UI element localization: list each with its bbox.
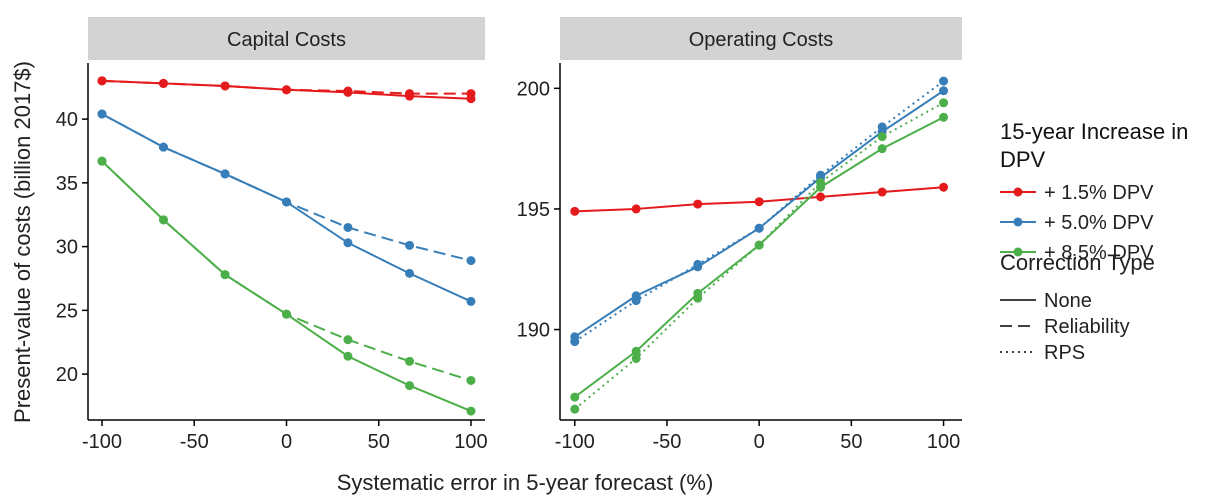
legend-label: + 8.5% DPV [1044, 242, 1154, 264]
x-tick-label: 50 [840, 431, 862, 453]
x-axis-title: Systematic error in 5-year forecast (%) [337, 470, 714, 495]
x-tick-label: 100 [454, 431, 487, 453]
point [466, 296, 476, 306]
panel-title: Operating Costs [689, 29, 834, 51]
y-tick-label: 30 [56, 237, 78, 259]
legend-title: 15-year Increase in DPV [1000, 119, 1189, 172]
point [466, 256, 476, 266]
legend-label: Reliability [1044, 316, 1130, 338]
legend-title: Correction Type [1000, 250, 1155, 275]
x-tick-label: 100 [927, 431, 960, 453]
strip [88, 17, 485, 60]
point [405, 381, 415, 391]
point [282, 309, 291, 319]
point [158, 215, 168, 225]
point [877, 144, 887, 154]
point [631, 346, 641, 356]
point [220, 270, 230, 280]
y-tick-label: 200 [517, 78, 550, 100]
point [877, 122, 887, 132]
point [693, 293, 703, 303]
legend-label: + 5.0% DPV [1044, 212, 1154, 234]
point [570, 206, 580, 216]
series-line [101, 113, 472, 303]
point [939, 76, 949, 86]
point [220, 169, 230, 179]
point [939, 98, 949, 108]
series-line [574, 116, 945, 398]
x-tick-label: -50 [180, 431, 209, 453]
point [466, 406, 476, 416]
point [939, 86, 949, 96]
point [405, 356, 415, 366]
x-tick-label: 0 [281, 431, 292, 453]
legend-swatch [1013, 187, 1023, 197]
x-tick-label: -100 [555, 431, 595, 453]
point [466, 375, 476, 385]
point [466, 89, 476, 99]
point [405, 240, 415, 250]
point [570, 404, 580, 414]
point [97, 156, 107, 166]
legend-label: None [1044, 290, 1092, 312]
legend-swatch [1013, 217, 1023, 227]
x-tick-label: -100 [82, 431, 122, 453]
legend-swatch [1013, 247, 1023, 257]
point [754, 223, 764, 233]
point [631, 296, 641, 306]
y-tick-label: 190 [517, 320, 550, 342]
point [693, 259, 703, 269]
point [405, 268, 415, 278]
y-tick-label: 20 [56, 364, 78, 386]
point [282, 197, 291, 207]
point [693, 199, 703, 209]
point [220, 81, 230, 91]
point [343, 86, 353, 96]
panel-title: Capital Costs [227, 29, 346, 51]
series-line [101, 160, 472, 382]
point [97, 76, 107, 86]
point [97, 109, 107, 119]
point [631, 353, 641, 363]
series-line [574, 80, 945, 343]
point [343, 351, 353, 361]
point [816, 192, 826, 202]
point [570, 337, 580, 347]
legend-label: + 1.5% DPV [1044, 182, 1154, 204]
point [877, 187, 887, 197]
y-tick-label: 25 [56, 300, 78, 322]
point [158, 78, 168, 88]
point [405, 89, 415, 99]
x-tick-label: 0 [754, 431, 765, 453]
point [816, 170, 826, 180]
x-tick-label: -50 [653, 431, 682, 453]
y-tick-label: 40 [56, 109, 78, 131]
x-tick-label: 50 [368, 431, 390, 453]
point [877, 132, 887, 142]
point [343, 335, 353, 345]
legend-label: RPS [1044, 342, 1085, 364]
point [570, 392, 580, 402]
strip [560, 17, 962, 60]
series-line [574, 101, 945, 410]
point [158, 142, 168, 152]
series-line [101, 113, 472, 262]
point [343, 222, 353, 232]
point [939, 182, 949, 192]
point [282, 85, 291, 95]
point [754, 197, 764, 207]
point [343, 238, 353, 248]
point [939, 112, 949, 122]
point [816, 177, 826, 187]
point [631, 204, 641, 214]
y-tick-label: 35 [56, 173, 78, 195]
y-tick-label: 195 [517, 199, 550, 221]
y-axis-title: Present-value of costs (billion 2017$) [10, 61, 35, 423]
point [754, 240, 764, 250]
series-line [574, 89, 945, 338]
